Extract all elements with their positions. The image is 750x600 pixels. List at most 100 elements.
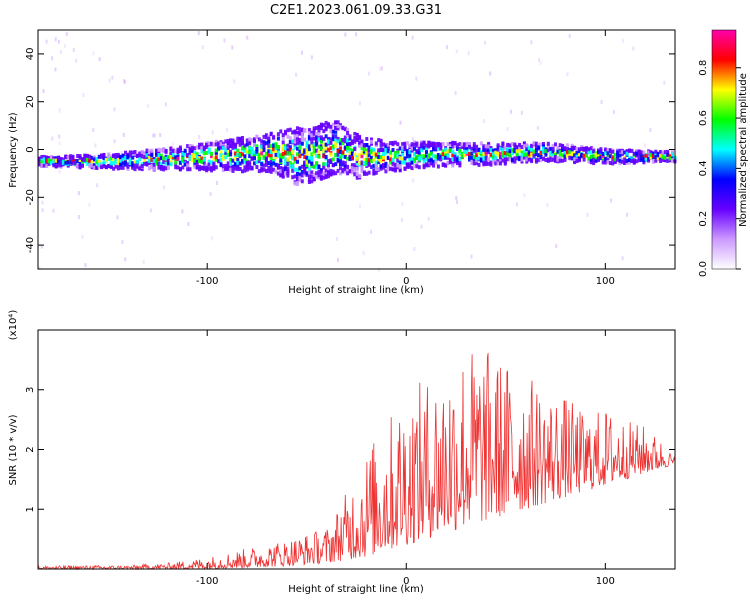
heatmap-cell bbox=[565, 147, 569, 152]
heatmap-cell bbox=[448, 148, 452, 153]
heatmap-cell bbox=[217, 146, 221, 151]
heatmap-cell bbox=[568, 150, 572, 154]
heatmap-cell bbox=[606, 148, 610, 153]
heatmap-cell bbox=[159, 164, 163, 169]
heatmap-cell bbox=[475, 144, 479, 149]
heatmap-cell bbox=[458, 163, 462, 168]
heatmap-cell bbox=[561, 153, 565, 158]
heatmap-cell bbox=[425, 154, 428, 159]
heatmap-cell bbox=[276, 171, 280, 176]
heatmap-cell bbox=[635, 159, 639, 164]
heatmap-cell bbox=[195, 145, 199, 150]
heatmap-cell bbox=[594, 153, 598, 158]
heatmap-cell bbox=[257, 137, 261, 142]
heatmap-cell bbox=[327, 174, 330, 179]
heatmap-cell bbox=[341, 154, 345, 159]
heatmap-cell bbox=[479, 152, 483, 157]
heatmap-cell bbox=[319, 175, 323, 180]
heatmap-cell bbox=[671, 158, 674, 162]
heatmap-cell bbox=[446, 45, 448, 50]
heatmap-cell bbox=[193, 162, 197, 167]
heatmap-cell bbox=[88, 154, 92, 159]
heatmap-cell bbox=[322, 129, 326, 134]
heatmap-cell bbox=[272, 167, 276, 172]
heatmap-cell bbox=[491, 154, 495, 159]
heatmap-cell bbox=[525, 157, 529, 162]
heatmap-cell bbox=[233, 144, 237, 149]
heatmap-cell bbox=[200, 142, 204, 147]
heatmap-cell bbox=[475, 161, 479, 166]
heatmap-cell bbox=[108, 78, 111, 83]
heatmap-cell bbox=[444, 163, 448, 168]
heatmap-cell bbox=[66, 155, 70, 160]
heatmap-cell bbox=[322, 137, 326, 142]
heatmap-cell bbox=[367, 162, 371, 167]
heatmap-cell bbox=[260, 168, 264, 173]
heatmap-cell bbox=[403, 147, 407, 152]
heatmap-cell bbox=[640, 157, 643, 162]
heatmap-cell bbox=[525, 152, 529, 157]
heatmap-cell bbox=[207, 166, 211, 171]
heatmap-cell bbox=[382, 155, 385, 160]
heatmap-cell bbox=[236, 136, 240, 141]
heatmap-cell bbox=[515, 148, 519, 153]
heatmap-cell bbox=[76, 163, 80, 168]
heatmap-cell bbox=[202, 160, 206, 165]
heatmap-cell bbox=[327, 159, 330, 164]
heatmap-cell bbox=[343, 135, 347, 140]
heatmap-cell bbox=[415, 164, 419, 169]
heatmap-cell bbox=[317, 129, 321, 134]
heatmap-cell bbox=[140, 154, 144, 159]
heatmap-cell bbox=[262, 140, 266, 145]
snr-ticks: -100 0 100 1 2 3 bbox=[25, 330, 675, 587]
heatmap-cell bbox=[343, 145, 347, 150]
heatmap-cell bbox=[649, 155, 653, 159]
heatmap-cell bbox=[372, 152, 376, 157]
heatmap-cell bbox=[169, 151, 173, 156]
heatmap-cell bbox=[128, 153, 132, 158]
heatmap-cell bbox=[300, 149, 304, 154]
heatmap-cell bbox=[116, 215, 119, 220]
heatmap-cell bbox=[346, 143, 350, 148]
heatmap-cell bbox=[556, 156, 560, 161]
heatmap-cell bbox=[274, 142, 278, 147]
heatmap-cell bbox=[384, 150, 388, 155]
heatmap-cell bbox=[425, 163, 428, 168]
heatmap-cell bbox=[119, 154, 123, 159]
heatmap-cell bbox=[284, 171, 287, 176]
heatmap-cell bbox=[344, 32, 347, 37]
heatmap-cell bbox=[355, 171, 359, 176]
heatmap-cell bbox=[104, 165, 108, 169]
heatmap-cell bbox=[348, 157, 352, 162]
heatmap-cell bbox=[286, 134, 290, 139]
heatmap-cell bbox=[620, 159, 624, 164]
heatmap-cell bbox=[458, 161, 462, 166]
heatmap-cell bbox=[95, 165, 99, 170]
heatmap-cell bbox=[398, 167, 402, 172]
heatmap-cell bbox=[577, 158, 581, 163]
heatmap-cell bbox=[336, 136, 340, 141]
heatmap-cell bbox=[51, 136, 54, 141]
heatmap-cell bbox=[456, 146, 459, 151]
heatmap-cell bbox=[64, 155, 68, 160]
heatmap-cell bbox=[606, 151, 610, 156]
heatmap-cell bbox=[460, 142, 464, 147]
heatmap-cell bbox=[396, 142, 400, 147]
heatmap-cell bbox=[350, 155, 354, 160]
heatmap-cell bbox=[116, 158, 120, 162]
heatmap-cell bbox=[339, 162, 342, 167]
heatmap-cell bbox=[236, 148, 240, 153]
heatmap-cell bbox=[274, 152, 278, 157]
heatmap-cell bbox=[174, 155, 178, 160]
heatmap-cell bbox=[451, 149, 455, 154]
heatmap-cell bbox=[114, 164, 118, 169]
heatmap-cell bbox=[542, 156, 545, 161]
heatmap-cell bbox=[49, 161, 53, 166]
heatmap-cell bbox=[358, 174, 362, 178]
heatmap-cell bbox=[202, 151, 206, 156]
heatmap-cell bbox=[632, 46, 635, 51]
heatmap-cell bbox=[296, 179, 299, 184]
heatmap-cell bbox=[616, 154, 620, 159]
heatmap-cell bbox=[126, 164, 130, 169]
